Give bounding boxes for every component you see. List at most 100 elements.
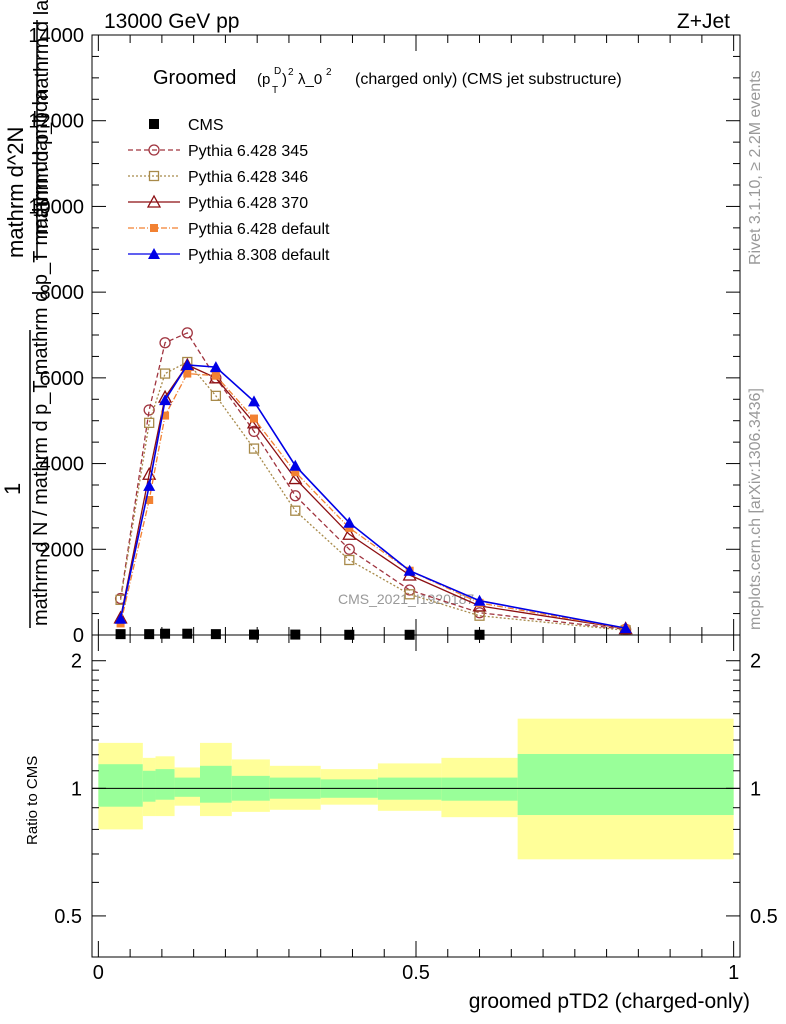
legend-marker-p370 [146, 194, 162, 208]
series-line-p8def [119, 364, 626, 629]
header-process: Z+Jet [677, 10, 730, 33]
title-symbol-sub: T [272, 85, 278, 96]
ratio-xtick-label: 0 [93, 962, 104, 984]
ratio-ytick-label: 0.5 [54, 906, 82, 928]
ratio-band-inner [441, 777, 518, 801]
legend: CMS Pythia 6.428 345 Pythia 6.428 346 Pythi… [128, 117, 330, 264]
data-point-p6def [345, 523, 354, 532]
data-point-p6def [291, 468, 300, 477]
legend-marker-p345 [148, 144, 160, 156]
main-title: Groomed (p T D ) 2 λ_0 2 (charged only) … [153, 66, 622, 96]
title-symbol-sq: 2 [288, 67, 294, 78]
ratio-band-inner [98, 764, 143, 807]
legend-label-cms: CMS [188, 117, 224, 134]
main-ytick-label: 10000 [28, 196, 84, 218]
ratio-y-axis-label: Ratio to CMS [24, 756, 41, 845]
series-layer [113, 327, 633, 640]
title-symbol-close: ) [282, 71, 287, 88]
data-point-p8def [403, 564, 416, 576]
legend-label-p370: Pythia 6.428 370 [188, 195, 308, 212]
data-point-p346 [404, 589, 415, 600]
ylabel-one: 1 [0, 483, 25, 495]
ratio-xtick-label: 1 [728, 962, 739, 984]
data-point-p6def [250, 414, 258, 423]
main-ytick-label: 4000 [40, 454, 85, 476]
data-point-p345 [143, 404, 155, 416]
legend-label-p346: Pythia 6.428 346 [188, 169, 308, 186]
ratio-band-inner [174, 777, 200, 797]
title-symbol: (p [257, 71, 270, 88]
legend-item-p6def: Pythia 6.428 default [128, 221, 330, 238]
data-point-p370 [288, 471, 303, 485]
legend-label-p345: Pythia 6.428 345 [188, 143, 308, 160]
legend-marker-p8def [148, 248, 160, 259]
data-point-p345 [343, 543, 355, 555]
ratio-ytick-label: 1 [71, 778, 82, 800]
ratio-axis-ticks: 0.5 0.5 1 1 2 2 0 0.5 1 [54, 635, 778, 984]
series-cms [115, 628, 485, 640]
legend-label-p8def: Pythia 8.308 default [188, 247, 330, 264]
series-line-p346 [119, 361, 626, 631]
data-point-p8def [114, 612, 127, 624]
legend-item-cms: CMS [149, 117, 224, 134]
rivet-version-label: Rivet 3.1.10, ≥ 2.2M events [747, 70, 764, 265]
main-ytick-label: 0 [73, 625, 84, 647]
data-point-p8def [181, 359, 194, 370]
legend-item-p345: Pythia 6.428 345 [128, 143, 308, 160]
data-point-p8def [209, 361, 222, 373]
series-line-p345 [119, 332, 626, 631]
data-point-cms [115, 629, 126, 640]
data-point-p6def [161, 411, 170, 420]
legend-marker-p346 [148, 170, 160, 182]
main-axis-ticks: 0 2000 4000 6000 8000 10000 12000 14000 [28, 25, 740, 647]
legend-marker-p6def [150, 224, 158, 232]
data-point-cms [210, 629, 221, 640]
ratio-xtick-label: 0.5 [402, 962, 430, 984]
main-ytick-label: 2000 [40, 539, 85, 561]
data-point-p8def [143, 479, 156, 491]
ratio-band-inner [517, 753, 734, 816]
title-lambda: λ_0 [298, 71, 322, 88]
data-point-p346 [144, 417, 155, 429]
data-point-p6def [211, 371, 220, 380]
data-point-p345 [159, 337, 171, 349]
legend-item-p370: Pythia 6.428 370 [128, 194, 308, 212]
ratio-band-inner [155, 769, 175, 800]
legend-item-p346: Pythia 6.428 346 [128, 169, 308, 186]
title-lambda-sq: 2 [326, 67, 332, 78]
ratio-ytick-label-right: 2 [750, 651, 761, 673]
data-point-p346 [210, 390, 222, 402]
main-ytick-label: 12000 [28, 111, 84, 133]
data-point-p8def [619, 622, 632, 634]
data-point-cms [160, 628, 171, 639]
data-point-p8def [343, 516, 356, 528]
ylabel-bottom-denominator: mathrm d N / mathrm d p_T mathrm d p_T m… [30, 89, 52, 626]
data-point-p346 [290, 505, 301, 516]
main-ytick-label: 6000 [40, 368, 85, 390]
legend-label-p6def: Pythia 6.428 default [188, 221, 330, 238]
main-ytick-label: 8000 [40, 282, 85, 304]
main-y-axis-label: mathrm d^2N mathrm d p_T mathrm d lambda… [0, 0, 53, 628]
title-main: Groomed [153, 67, 236, 89]
series-line-p370 [119, 364, 626, 630]
legend-item-p8def: Pythia 8.308 default [128, 247, 330, 264]
data-point-cms [144, 629, 155, 640]
data-point-p345 [248, 425, 260, 438]
header-energy: 13000 GeV pp [104, 10, 239, 33]
mcplots-label: mcplots.cern.ch [arXiv:1306.3436] [747, 388, 764, 630]
ratio-band-inner [142, 770, 156, 802]
data-point-p8def [289, 459, 302, 471]
data-point-p8def [473, 594, 486, 606]
main-ytick-label: 14000 [28, 25, 84, 47]
ratio-band-inner [200, 765, 232, 803]
data-point-p346 [344, 554, 355, 566]
title-symbol-sup: D [274, 66, 281, 77]
x-axis-label: groomed pTD2 (charged-only) [469, 990, 750, 1013]
data-point-p346 [248, 443, 260, 454]
data-point-p6def [183, 369, 192, 378]
ratio-bands [98, 718, 734, 860]
title-rest: (charged only) (CMS jet substructure) [355, 71, 622, 88]
series-p8def [114, 359, 632, 634]
data-point-cms [182, 628, 193, 639]
